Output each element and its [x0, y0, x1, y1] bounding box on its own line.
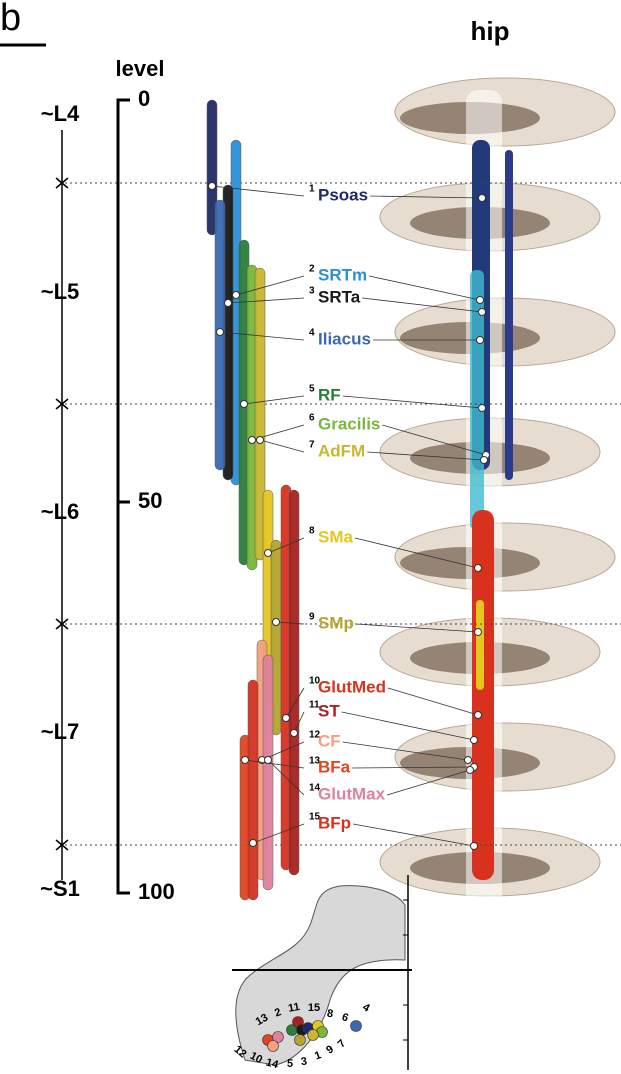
muscle-bar	[248, 680, 258, 900]
muscle-label: SRTm	[318, 265, 367, 284]
marker-dot	[241, 401, 248, 408]
muscle-label: AdFM	[318, 441, 365, 460]
level-axis	[118, 100, 130, 893]
marker-dot	[265, 550, 272, 557]
connector	[369, 276, 480, 300]
marker-dot	[249, 437, 256, 444]
muscle-bar	[289, 490, 299, 875]
muscle-number: 4	[309, 328, 315, 339]
marker-dot	[475, 712, 482, 719]
inset-number: 9	[324, 1043, 336, 1056]
muscle-label: ST	[318, 701, 340, 720]
marker-dot	[479, 195, 486, 202]
muscle-label: SMa	[318, 527, 354, 546]
level-tick-label: 0	[138, 86, 150, 111]
inset-number: 14	[264, 1056, 280, 1071]
level-tick-label: 100	[138, 879, 175, 904]
muscle-number: 8	[309, 526, 315, 537]
marker-dot	[471, 843, 478, 850]
marker-dot	[283, 715, 290, 722]
inset-shape	[236, 886, 405, 1065]
marker-dot	[475, 629, 482, 636]
title: hip	[471, 16, 510, 46]
inset-number: 3	[300, 1056, 308, 1069]
segment-label: ~L6	[41, 499, 80, 524]
muscle-number: 2	[309, 264, 315, 275]
level-label: level	[116, 56, 165, 81]
segment-label: ~S1	[40, 876, 80, 901]
connector	[260, 440, 304, 452]
inset-number: 15	[308, 1002, 320, 1014]
inset-number: 4	[360, 1001, 372, 1015]
muscle-label: Psoas	[318, 185, 368, 204]
inset-muscle	[308, 1030, 319, 1041]
inset-number: 6	[340, 1011, 350, 1024]
segment-label: ~L7	[41, 719, 80, 744]
marker-dot	[477, 297, 484, 304]
muscle-label: BFp	[318, 813, 351, 832]
panel-label: b	[0, 0, 21, 39]
inset-muscle	[351, 1021, 362, 1032]
marker-dot	[481, 457, 488, 464]
connector	[343, 396, 482, 408]
inset-muscle	[295, 1035, 306, 1046]
muscle-label: CF	[318, 731, 341, 750]
marker-dot	[233, 292, 240, 299]
marker-dot	[471, 737, 478, 744]
inset-number: 11	[287, 1001, 301, 1015]
muscle-number: 3	[309, 286, 315, 297]
marker-dot	[265, 757, 272, 764]
marker-dot	[225, 300, 232, 307]
muscle-number: 9	[309, 612, 315, 623]
marker-dot	[257, 437, 264, 444]
segment-label: ~L4	[41, 101, 80, 126]
marker-dot	[475, 565, 482, 572]
marker-dot	[291, 730, 298, 737]
connector	[388, 688, 478, 715]
muscle-label: BFa	[318, 757, 351, 776]
muscle-number: 7	[309, 440, 315, 451]
hip-muscle	[476, 600, 484, 690]
inset-number: 7	[336, 1037, 349, 1050]
muscle-label: Gracilis	[318, 414, 380, 433]
marker-dot	[465, 757, 472, 764]
page: {"panel_label": "b", "title": "hip", "le…	[0, 0, 621, 1074]
marker-dot	[467, 767, 474, 774]
marker-dot	[273, 619, 280, 626]
muscle-number: 5	[309, 384, 315, 395]
segment-label: ~L5	[41, 279, 80, 304]
inset-number: 8	[326, 1007, 334, 1020]
muscle-label: Iliacus	[318, 329, 371, 348]
marker-dot	[242, 757, 249, 764]
marker-dot	[479, 309, 486, 316]
hip-muscle	[505, 150, 513, 480]
connector	[342, 712, 474, 740]
marker-dot	[477, 337, 484, 344]
muscle-number: 6	[309, 413, 315, 424]
inset-muscle	[268, 1041, 279, 1052]
marker-dot	[209, 183, 216, 190]
muscle-label: SMp	[318, 613, 354, 632]
marker-dot	[250, 840, 257, 847]
inset-number: 5	[287, 1058, 294, 1070]
muscle-number: 1	[309, 184, 315, 195]
muscle-bar	[263, 655, 273, 890]
marker-dot	[217, 329, 224, 336]
level-tick-label: 50	[138, 488, 162, 513]
figure: b hip level ~L4~L5~L6~L7~S10501001Psoas2…	[0, 0, 621, 1074]
inset-number: 1	[313, 1049, 323, 1062]
hip-model	[380, 78, 615, 910]
muscle-label: SRTa	[318, 287, 361, 306]
muscle-label: RF	[318, 385, 341, 404]
marker-dot	[479, 405, 486, 412]
muscle-label: GlutMax	[318, 784, 386, 803]
muscle-label: GlutMed	[318, 677, 386, 696]
